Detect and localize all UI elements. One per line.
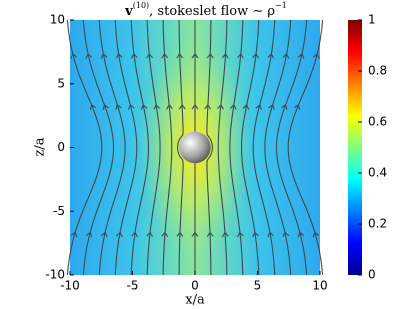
streamline-arrow xyxy=(221,231,229,238)
y-tick-label: 5 xyxy=(57,76,65,90)
title-part: v xyxy=(124,4,133,19)
streamline-arrow xyxy=(252,231,259,238)
streamline-arrow xyxy=(236,231,244,238)
x-tick-label: -5 xyxy=(127,279,139,293)
title-part: , stokeslet flow ∼ ρ xyxy=(149,4,275,19)
streamline-arrow xyxy=(221,53,229,59)
streamline-arrow xyxy=(115,104,122,110)
streamline-arrow xyxy=(229,104,237,110)
streamline-arrow xyxy=(293,104,301,110)
streamline-arrow xyxy=(255,104,263,110)
streamline-arrow xyxy=(204,104,212,110)
sphere xyxy=(179,131,211,164)
y-tick-label: -10 xyxy=(45,268,65,282)
streamline-arrow xyxy=(153,104,161,110)
streamline-arrow xyxy=(176,53,184,59)
title-part: −1 xyxy=(275,1,287,10)
x-tick-label: -10 xyxy=(60,279,80,293)
x-axis-label: x/a xyxy=(185,293,205,308)
streamline-arrow xyxy=(206,231,214,237)
streamline-arrow xyxy=(191,53,199,59)
streamline-arrow xyxy=(252,53,260,59)
streamline-arrow xyxy=(70,53,77,59)
streamline-arrow xyxy=(166,104,173,110)
streamline-arrow xyxy=(146,53,153,59)
streamline-arrow xyxy=(297,231,305,238)
streamline-arrow xyxy=(178,104,186,110)
streamline-arrow xyxy=(116,231,123,238)
streamline-arrow xyxy=(313,53,320,59)
streamline-arrow xyxy=(217,104,224,110)
y-tick-label: -5 xyxy=(53,204,65,218)
colorbar-tick-label: 1 xyxy=(368,13,376,27)
streamline-arrow xyxy=(140,104,148,110)
streamline-arrow xyxy=(206,53,214,59)
streamline-arrow xyxy=(297,53,305,59)
y-tick-label: 0 xyxy=(57,140,65,154)
colorbar-tick-label: 0.2 xyxy=(368,217,387,231)
streamline-arrow xyxy=(161,53,169,59)
streamline-arrow xyxy=(100,231,108,238)
x-tick-label: 10 xyxy=(312,279,327,293)
streamline-arrow xyxy=(312,231,320,238)
y-tick-label: 10 xyxy=(50,13,65,27)
streamline-arrow xyxy=(146,231,154,238)
streamline-arrow xyxy=(267,231,274,238)
colorbar-tick-label: 0 xyxy=(368,268,376,282)
streamline-arrow xyxy=(100,53,108,59)
streamline-arrow xyxy=(115,53,123,59)
streamline-arrow xyxy=(130,53,138,59)
streamline-arrow xyxy=(282,53,290,59)
colorbar-tick-label: 0.4 xyxy=(368,166,387,180)
streamline-arrow xyxy=(282,231,290,238)
plot-area xyxy=(66,19,324,276)
streamline-arrow xyxy=(131,231,138,238)
x-tick-label: 5 xyxy=(254,279,262,293)
streamline-arrow xyxy=(70,231,78,238)
x-tick-label: 0 xyxy=(191,279,199,293)
streamline-arrow xyxy=(242,104,250,110)
title-part: (10) xyxy=(133,1,149,10)
streamline-arrow xyxy=(281,104,288,110)
colorbar xyxy=(348,20,362,275)
streamline-arrow xyxy=(89,104,97,110)
streamline-arrow xyxy=(102,104,109,110)
streamline-arrow xyxy=(176,231,184,237)
streamline-arrow xyxy=(85,231,93,238)
streamline-arrow xyxy=(191,231,199,237)
streamline-arrow xyxy=(268,104,275,110)
streamline-arrow xyxy=(191,104,199,110)
streamline-arrow xyxy=(237,53,244,59)
colorbar-tick-label: 0.6 xyxy=(368,115,387,129)
streamline-arrow xyxy=(85,53,93,59)
y-axis-label: z/a xyxy=(33,137,48,156)
streamline-arrow xyxy=(127,104,135,110)
streamline-arrow xyxy=(161,231,169,238)
streamline-arrow xyxy=(267,53,275,59)
chart-title: v(10), stokeslet flow ∼ ρ−1 xyxy=(124,1,287,19)
colorbar-tick-label: 0.8 xyxy=(368,64,387,78)
